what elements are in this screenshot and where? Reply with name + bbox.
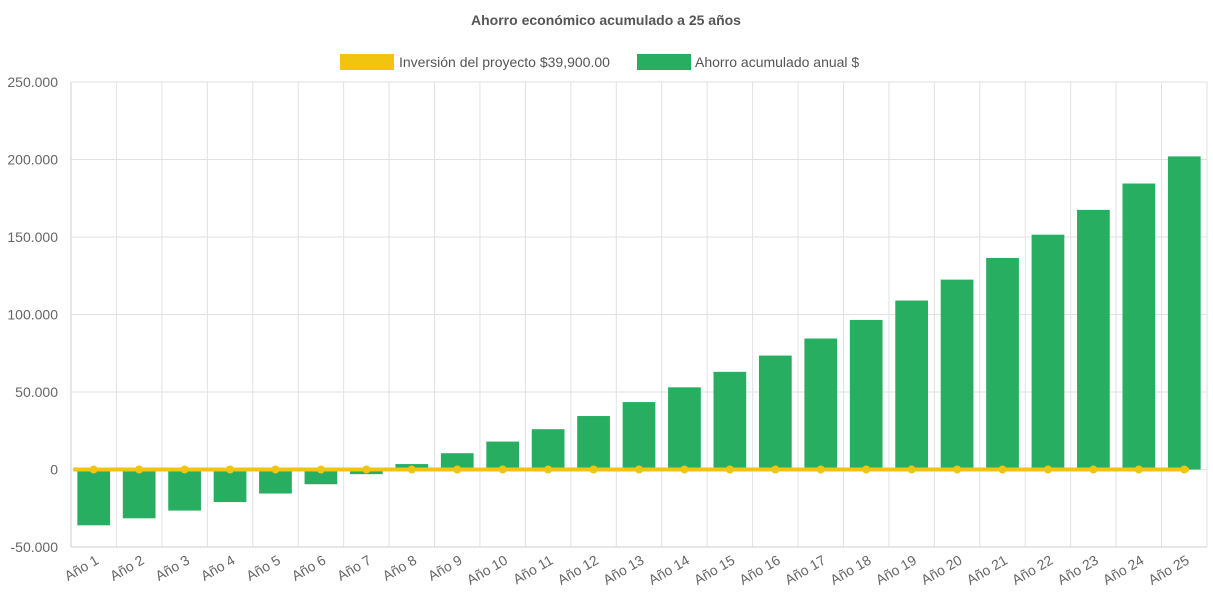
x-tick-label: Año 5 [243, 552, 283, 584]
bar-15[interactable] [713, 371, 747, 470]
bar-25[interactable] [1167, 156, 1201, 470]
line-point-11[interactable] [544, 465, 553, 474]
y-tick-label: 100.000 [7, 307, 58, 323]
x-tick-label: Año 6 [289, 552, 329, 584]
x-tick-label: Año 22 [1009, 552, 1056, 588]
x-tick-label: Año 9 [425, 552, 465, 584]
y-tick-label: 0 [50, 462, 58, 478]
legend-label-1[interactable]: Ahorro acumulado anual $ [695, 54, 859, 70]
bar-6[interactable] [304, 469, 338, 485]
chart-legend: Inversión del proyecto $39,900.00 Ahorro … [340, 54, 859, 70]
line-point-19[interactable] [907, 465, 916, 474]
legend-swatch-0[interactable] [340, 54, 394, 70]
x-tick-label: Año 4 [198, 552, 238, 584]
bar-9[interactable] [440, 453, 474, 470]
line-point-17[interactable] [816, 465, 825, 474]
bar-1[interactable] [77, 469, 111, 526]
line-point-14[interactable] [680, 465, 689, 474]
line-point-21[interactable] [998, 465, 1007, 474]
bar-11[interactable] [531, 429, 565, 470]
legend-label-0[interactable]: Inversión del proyecto $39,900.00 [399, 54, 610, 70]
line-point-1[interactable] [89, 465, 98, 474]
y-tick-label: -50.000 [11, 539, 59, 555]
bar-20[interactable] [940, 279, 974, 470]
x-tick-label: Año 7 [334, 552, 374, 584]
line-series [73, 465, 1189, 474]
x-tick-label: Año 12 [555, 552, 602, 588]
bar-series [77, 156, 1201, 526]
x-tick-label: Año 16 [736, 552, 783, 588]
bar-14[interactable] [668, 387, 701, 470]
line-point-18[interactable] [862, 465, 871, 474]
bar-16[interactable] [758, 355, 792, 470]
x-tick-label: Año 25 [1145, 552, 1192, 588]
line-point-9[interactable] [453, 465, 462, 474]
x-tick-label: Año 2 [107, 552, 147, 584]
line-point-8[interactable] [407, 465, 416, 474]
x-tick-label: Año 14 [646, 552, 693, 588]
line-point-3[interactable] [180, 465, 189, 474]
x-tick-label: Año 11 [510, 552, 556, 588]
bar-23[interactable] [1077, 209, 1110, 470]
bar-5[interactable] [259, 469, 292, 494]
x-tick-label: Año 8 [380, 552, 420, 584]
line-point-4[interactable] [226, 465, 235, 474]
bar-3[interactable] [168, 469, 201, 511]
bar-17[interactable] [804, 338, 838, 470]
bar-19[interactable] [895, 300, 928, 470]
x-tick-label: Año 18 [827, 552, 874, 588]
line-point-23[interactable] [1089, 465, 1098, 474]
line-point-10[interactable] [498, 465, 507, 474]
x-tick-label: Año 19 [873, 552, 920, 588]
line-point-7[interactable] [362, 465, 371, 474]
bar-18[interactable] [849, 319, 883, 470]
line-point-24[interactable] [1134, 465, 1143, 474]
x-tick-label: Año 10 [464, 552, 511, 588]
bar-13[interactable] [622, 402, 656, 470]
bar-2[interactable] [122, 469, 156, 519]
x-tick-label: Año 17 [782, 552, 829, 588]
bar-24[interactable] [1122, 183, 1156, 470]
bar-10[interactable] [486, 441, 520, 470]
bar-12[interactable] [577, 416, 610, 470]
x-tick-label: Año 13 [600, 552, 647, 588]
x-tick-label: Año 20 [918, 552, 965, 588]
y-tick-label: 150.000 [7, 229, 58, 245]
x-tick-label: Año 1 [62, 552, 102, 584]
x-tick-label: Año 15 [691, 552, 738, 588]
legend-swatch-1[interactable] [637, 54, 691, 70]
line-point-6[interactable] [316, 465, 325, 474]
line-point-25[interactable] [1180, 465, 1189, 474]
line-point-13[interactable] [635, 465, 643, 474]
line-point-5[interactable] [271, 465, 280, 474]
bar-22[interactable] [1031, 234, 1065, 470]
bar-21[interactable] [986, 257, 1019, 470]
x-tick-label: Año 24 [1100, 552, 1147, 588]
x-tick-label: Año 23 [1054, 552, 1101, 588]
bar-4[interactable] [213, 469, 247, 503]
y-tick-label: 200.000 [7, 152, 58, 168]
x-tick-label: Año 3 [152, 552, 192, 584]
line-point-12[interactable] [589, 465, 598, 474]
chart-title: Ahorro económico acumulado a 25 años [471, 12, 741, 28]
y-tick-label: 50.000 [15, 384, 58, 400]
y-tick-label: 250.000 [7, 74, 58, 90]
line-point-22[interactable] [1043, 465, 1052, 474]
x-tick-label: Año 21 [964, 552, 1011, 588]
line-point-20[interactable] [953, 465, 962, 474]
line-point-16[interactable] [771, 465, 780, 474]
line-point-15[interactable] [725, 465, 734, 474]
line-point-2[interactable] [135, 465, 144, 474]
chart-axes: 250.000 200.000 150.000 100.000 50.000 0 -50.0… [7, 74, 1207, 588]
